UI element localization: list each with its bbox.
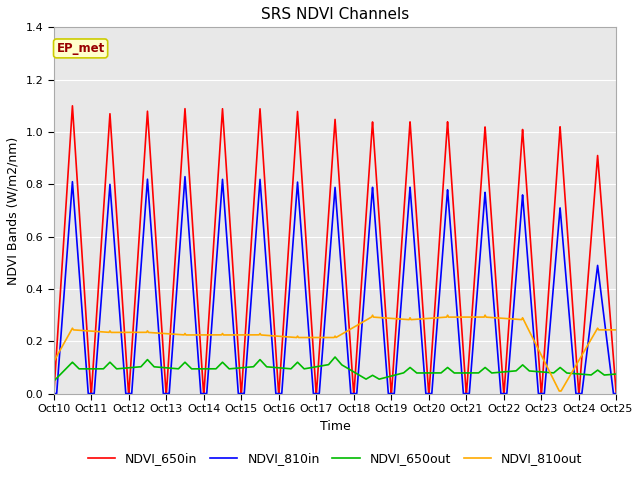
NDVI_810out: [260, 332, 268, 338]
NDVI_810out: [413, 316, 420, 322]
NDVI_650out: [493, 370, 500, 375]
NDVI_810in: [493, 338, 500, 344]
NDVI_650in: [260, 173, 268, 179]
NDVI_650out: [612, 371, 620, 377]
NDVI_810out: [493, 315, 500, 321]
X-axis label: Time: Time: [319, 420, 350, 432]
NDVI_810in: [50, 391, 58, 396]
NDVI_810in: [413, 272, 420, 278]
NDVI_810out: [611, 327, 618, 333]
NDVI_810out: [481, 312, 489, 318]
NDVI_810out: [164, 331, 172, 336]
NDVI_810out: [556, 388, 563, 394]
NDVI_650in: [170, 272, 178, 278]
NDVI_810out: [612, 327, 620, 333]
NDVI_810in: [611, 391, 618, 396]
NDVI_650out: [413, 370, 420, 376]
NDVI_810in: [260, 236, 268, 241]
Title: SRS NDVI Channels: SRS NDVI Channels: [261, 7, 409, 22]
NDVI_650in: [50, 391, 58, 396]
NDVI_650in: [164, 363, 172, 369]
NDVI_650in: [612, 391, 620, 396]
NDVI_650out: [611, 372, 618, 377]
NDVI_810out: [50, 359, 58, 365]
NDVI_810out: [170, 331, 178, 337]
NDVI_650out: [331, 354, 339, 360]
Line: NDVI_810in: NDVI_810in: [54, 177, 616, 394]
NDVI_810in: [170, 324, 178, 330]
Line: NDVI_810out: NDVI_810out: [54, 315, 616, 391]
Text: EP_met: EP_met: [56, 42, 105, 55]
NDVI_650out: [260, 361, 268, 367]
NDVI_650out: [170, 366, 178, 372]
Legend: NDVI_650in, NDVI_810in, NDVI_650out, NDVI_810out: NDVI_650in, NDVI_810in, NDVI_650out, NDV…: [83, 447, 588, 470]
NDVI_810in: [612, 391, 620, 396]
NDVI_810in: [181, 174, 189, 180]
NDVI_650out: [164, 365, 172, 371]
NDVI_650out: [50, 378, 58, 384]
NDVI_650in: [493, 291, 500, 297]
NDVI_650in: [611, 368, 618, 374]
NDVI_650in: [68, 103, 76, 108]
Y-axis label: NDVI Bands (W/m2/nm): NDVI Bands (W/m2/nm): [7, 136, 20, 285]
NDVI_650in: [413, 217, 420, 223]
NDVI_810in: [164, 391, 172, 396]
Line: NDVI_650in: NDVI_650in: [54, 106, 616, 394]
Line: NDVI_650out: NDVI_650out: [54, 357, 616, 381]
